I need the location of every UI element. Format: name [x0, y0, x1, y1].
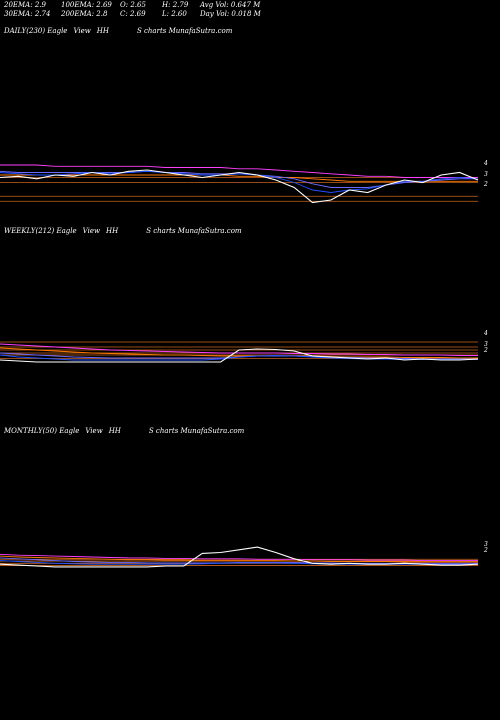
monthly-title-site: S charts MunafaSutra.com [148, 427, 245, 435]
weekly-axis-tick: 3 [484, 341, 488, 348]
daily-ema200-line [0, 164, 478, 178]
close-label: C: 2.69 [120, 10, 146, 18]
monthly-title-view: View [85, 427, 103, 435]
monthly-title-symbol: HH [108, 427, 121, 435]
daily-chart: 4 3 2 [0, 160, 488, 204]
daily-title-site: S charts MunafaSutra.com [136, 27, 233, 35]
day-vol-label: Day Vol: 0.018 M [200, 10, 261, 18]
monthly-ema20-line [0, 560, 478, 565]
monthly-axis-tick: 2 [483, 547, 488, 554]
monthly-title-period: MONTHLY(50) Eagle [4, 427, 80, 435]
monthly-panel-title: MONTHLY(50) Eagle View HH S charts MunafaSu… [4, 427, 250, 435]
monthly-axis-tick: 3 [484, 541, 488, 548]
avg-vol-label: Avg Vol: 0.647 M [200, 1, 261, 9]
monthly-chart: 32 [0, 541, 488, 568]
daily-axis-tick: 3 [484, 171, 488, 178]
weekly-title-symbol: HH [105, 227, 119, 235]
weekly-axis-tick: 4 [483, 330, 488, 337]
ema200-label: 200EMA: 2.8 [61, 10, 108, 18]
monthly-price-line [0, 546, 479, 568]
daily-ema20-line [0, 170, 479, 193]
open-label: O: 2.65 [120, 1, 146, 9]
monthly-ema200-line [0, 553, 478, 562]
weekly-price-line [0, 348, 479, 363]
ema30-label: 30EMA: 2.74 [4, 10, 51, 18]
daily-title-view: View [73, 27, 91, 35]
daily-panel-title: DAILY(230) Eagle View HH S charts MunafaSut… [4, 27, 238, 35]
weekly-axis-tick: 2 [483, 347, 488, 354]
weekly-panel-title: WEEKLY(212) Eagle View HH S charts MunafaSu… [4, 227, 248, 235]
weekly-ema100-line [0, 347, 478, 359]
weekly-title-period: WEEKLY(212) Eagle [4, 227, 77, 235]
ema100-label: 100EMA: 2.69 [61, 1, 112, 9]
high-label: H: 2.79 [162, 1, 189, 9]
weekly-title-site: S charts MunafaSutra.com [146, 227, 242, 235]
daily-axis-tick: 2 [483, 181, 488, 188]
weekly-title-view: View [82, 227, 100, 235]
low-label: L: 2.60 [162, 10, 187, 18]
weekly-chart: 4 32 [0, 330, 488, 363]
daily-title-period: DAILY(230) Eagle [4, 27, 68, 35]
daily-axis-tick: 4 [483, 160, 488, 167]
monthly-ema100-line [0, 555, 478, 563]
weekly-ema200-line [0, 343, 478, 356]
daily-price-line [0, 169, 479, 204]
daily-title-symbol: HH [96, 27, 109, 35]
ema20-label: 20EMA: 2.9 [4, 1, 46, 9]
